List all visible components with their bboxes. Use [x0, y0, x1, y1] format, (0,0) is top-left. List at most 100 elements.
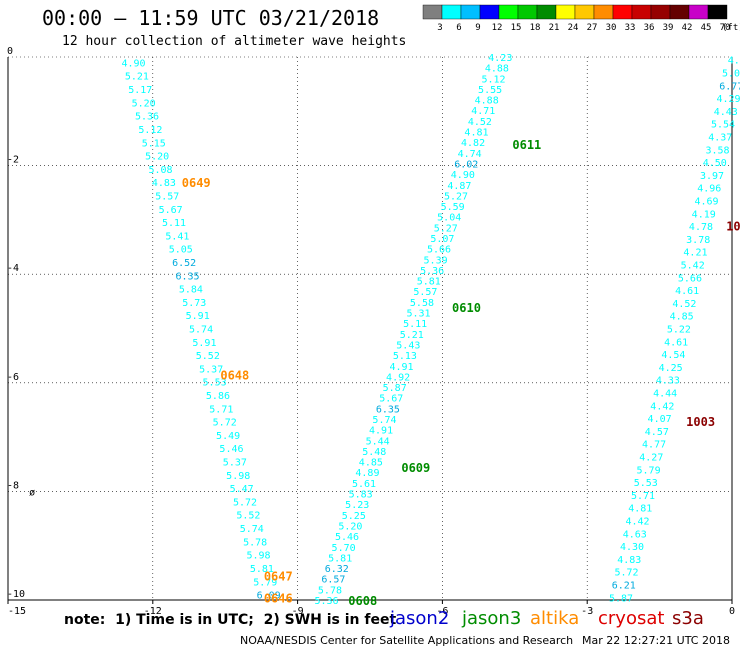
wave-height-value: 5.74: [189, 325, 213, 336]
colorbar-label: 42: [682, 23, 693, 33]
wave-height-value: 5.13: [393, 351, 417, 362]
mission-legend-cryosat: cryosat: [598, 608, 665, 629]
wave-height-value: 4.85: [359, 458, 383, 469]
colorbar-swatch: [650, 4, 671, 20]
x-tick-label: -15: [8, 606, 26, 617]
wave-height-value: 5.67: [379, 394, 403, 405]
wave-height-value: 4.83: [617, 555, 641, 566]
wave-height-value: 5.61: [352, 479, 376, 490]
wave-height-value: 6.57: [321, 575, 345, 586]
wave-height-value: 4.30: [620, 542, 644, 553]
wave-height-value: 5.41: [165, 231, 189, 242]
wave-height-value: 4.44: [653, 388, 677, 399]
wave-height-value: 5.78: [243, 537, 267, 548]
pass-labels: 0649 0648 0647 0646 0611 0610 0609 0608 1003 10: [182, 138, 740, 608]
wave-height-value: 6.77: [719, 81, 740, 92]
colorbar-swatch: [517, 4, 538, 20]
wave-height-value: 5.36: [420, 266, 444, 277]
wave-height-value: 4.74: [458, 149, 482, 160]
pass-label: 0610: [452, 301, 481, 315]
x-tick-label: -6: [436, 606, 448, 617]
wave-height-value: 5.79: [253, 577, 277, 588]
y-tick-label: -8: [7, 480, 19, 491]
wave-height-value: 5.91: [186, 311, 210, 322]
wave-height-value: 4.42: [625, 516, 649, 527]
y-tick-label: -2: [7, 155, 19, 166]
colorbar-swatch: [536, 4, 557, 20]
x-tick-label: -9: [292, 606, 304, 617]
wave-height-value: 5.83: [349, 490, 373, 501]
wave-height-value: 4.50: [703, 158, 727, 169]
wave-height-value: 5.72: [213, 418, 237, 429]
wave-height-value: 5.20: [145, 152, 169, 163]
wave-height-value: 4.85: [670, 312, 694, 323]
wave-height-value: 5.12: [481, 74, 505, 85]
wave-height-value: 5.43: [396, 340, 420, 351]
wave-height-value: 6.32: [325, 564, 349, 575]
wave-height-value: 5.52: [236, 511, 260, 522]
wave-height-value: 5.46: [219, 444, 243, 455]
pass-label: 0611: [512, 138, 541, 152]
wave-height-value: 5.52: [196, 351, 220, 362]
wave-height-value: 5.87: [609, 593, 633, 604]
wave-height-value: 5.49: [216, 431, 240, 442]
y-tick-label: -6: [7, 372, 19, 383]
wave-height-value: 5.98: [226, 471, 250, 482]
wave-height-value: 6.02: [454, 159, 478, 170]
wave-height-value: 4.25: [659, 363, 683, 374]
wave-height-value: 6.09: [257, 591, 281, 602]
colorbar-label: 12: [492, 23, 503, 33]
wave-height-data: 4.90 5.21 5.17 5.20 5.36 5.12 5.15 5.20 5.08 4.83…: [29, 53, 740, 607]
wave-height-value: 4.82: [461, 138, 485, 149]
wave-height-value: 4.57: [645, 427, 669, 438]
chart-axes: -15 -12 -9 -6 -3 0 0 -2 -4 -6 -8 -10: [7, 46, 735, 617]
wave-height-value: 4.33: [656, 376, 680, 387]
wave-height-value: 4.92: [386, 372, 410, 383]
wave-height-value: 6.35: [376, 404, 400, 415]
wave-height-value: 5.37: [223, 458, 247, 469]
pass-label: 10: [726, 219, 740, 233]
pass-label: 0649: [182, 176, 211, 190]
colorbar-swatch: [479, 4, 500, 20]
wave-height-value: 5.58: [410, 298, 434, 309]
wave-height-value: 4.52: [468, 117, 492, 128]
wave-height-value: 5.47: [230, 484, 254, 495]
colorbar-label: 27: [587, 23, 598, 33]
colorbar-label: 15: [511, 23, 522, 33]
wave-height-value: 5.46: [335, 532, 359, 543]
colorbar-swatch: [460, 4, 481, 20]
footer-timestamp: Mar 22 12:27:21 UTC 2018: [582, 634, 730, 647]
x-tick-label: 0: [729, 606, 735, 617]
wave-height-value: 5.59: [441, 202, 465, 213]
wave-height-value: 4.91: [369, 426, 393, 437]
wave-height-value: 5.71: [209, 404, 233, 415]
wave-height-value: 5.84: [179, 285, 203, 296]
x-tick-label: -12: [144, 606, 162, 617]
wave-height-value: 4.87: [447, 181, 471, 192]
colorbar-label: 6: [456, 23, 461, 33]
wave-height-value: 6.52: [172, 258, 196, 269]
wave-height-value: 5.71: [631, 491, 655, 502]
wave-height-value: 5.22: [667, 325, 691, 336]
wave-height-value: 5.57: [155, 191, 179, 202]
pass-label: 0609: [401, 461, 430, 475]
wave-height-value: 5.86: [206, 391, 230, 402]
colorbar-swatch: [441, 4, 462, 20]
wave-height-value: 5.09: [722, 69, 740, 80]
colorbar-swatch: [688, 4, 709, 20]
wave-height-value: 4.78: [689, 222, 713, 233]
wave-height-value: 5.72: [233, 497, 257, 508]
wave-height-value: 5.98: [246, 551, 270, 562]
wave-height-value: 5.39: [424, 255, 448, 266]
wave-height-value: 4.9: [728, 56, 740, 67]
chart-grid: [7, 56, 733, 601]
wave-height-value: 5.67: [159, 205, 183, 216]
wave-height-value: 5.72: [614, 568, 638, 579]
wave-height-value: 5.54: [711, 120, 735, 131]
wave-height-value: 5.37: [199, 364, 223, 375]
colorbar-swatch: [498, 4, 519, 20]
wave-height-value: 5.73: [182, 298, 206, 309]
wave-height-value: 5.27: [434, 223, 458, 234]
wave-height-value: 4.19: [692, 209, 716, 220]
